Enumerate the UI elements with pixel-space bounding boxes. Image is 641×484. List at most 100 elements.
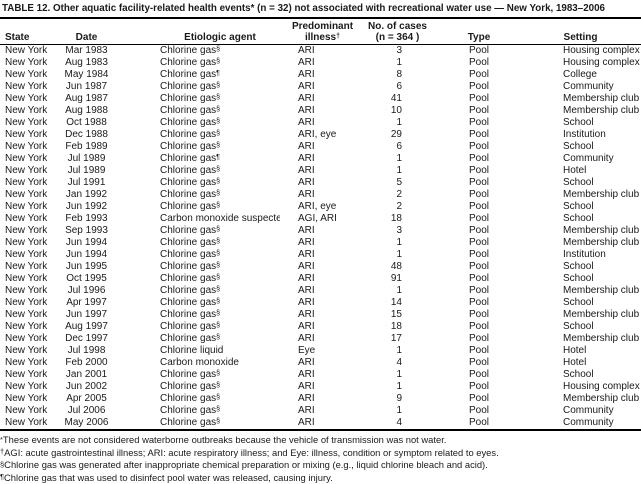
cell-setting: Community [520, 81, 641, 93]
footnote-marker: § [216, 106, 220, 113]
col-header-type: Type [430, 19, 520, 45]
cell-date: Dec 1988 [55, 129, 130, 141]
cell-cases: 14 [365, 297, 430, 309]
table-title: TABLE 12. Other aquatic facility-related… [0, 0, 641, 19]
footnote-marker: § [216, 274, 220, 281]
footnote-marker: † [0, 447, 4, 456]
cell-date: May 1984 [55, 69, 130, 81]
footnote-marker: § [216, 418, 220, 425]
col-header-state: State [0, 19, 55, 45]
cell-agent: Chlorine gas§ [130, 237, 280, 249]
cell-type: Pool [430, 105, 520, 117]
cell-date: Jun 1992 [55, 201, 130, 213]
cell-setting: Membership club [520, 393, 641, 405]
cell-agent: Chlorine gas§ [130, 381, 280, 393]
cell-setting: Housing complex [520, 57, 641, 69]
cell-illness: ARI [280, 309, 365, 321]
cell-illness: ARI [280, 225, 365, 237]
cell-cases: 41 [365, 93, 430, 105]
cell-cases: 1 [365, 237, 430, 249]
cell-cases: 3 [365, 45, 430, 58]
cell-state: New York [0, 417, 55, 430]
footnote-marker: § [216, 250, 220, 257]
cell-cases: 8 [365, 69, 430, 81]
cell-type: Pool [430, 249, 520, 261]
cell-state: New York [0, 117, 55, 129]
footnote-marker: ¶ [0, 472, 4, 481]
cell-type: Pool [430, 369, 520, 381]
cell-state: New York [0, 189, 55, 201]
cell-cases: 1 [365, 153, 430, 165]
cell-date: Apr 1997 [55, 297, 130, 309]
cell-date: Oct 1988 [55, 117, 130, 129]
cell-state: New York [0, 309, 55, 321]
cell-agent: Chlorine gas§ [130, 273, 280, 285]
cell-illness: ARI [280, 393, 365, 405]
cell-state: New York [0, 69, 55, 81]
cell-agent: Chlorine gas§ [130, 45, 280, 58]
cell-illness: ARI [280, 81, 365, 93]
footnote-marker: ¶ [216, 70, 220, 77]
cell-setting: Membership club [520, 105, 641, 117]
cell-date: Apr 2005 [55, 393, 130, 405]
cell-cases: 48 [365, 261, 430, 273]
cell-cases: 17 [365, 333, 430, 345]
col-header-cases-line2: (n = 364 ) [365, 32, 430, 43]
cell-illness: ARI [280, 177, 365, 189]
cell-illness: ARI [280, 285, 365, 297]
footnote-marker: § [216, 166, 220, 173]
cell-illness: ARI [280, 69, 365, 81]
cell-date: Sep 1993 [55, 225, 130, 237]
cell-illness: ARI [280, 273, 365, 285]
footnote-text: AGI: acute gastrointestinal illness; ARI… [4, 447, 499, 458]
cell-type: Pool [430, 261, 520, 273]
col-header-no-of-cases: No. of cases (n = 364 ) [365, 19, 430, 45]
cell-state: New York [0, 393, 55, 405]
footnote-marker: § [216, 238, 220, 245]
cell-cases: 6 [365, 141, 430, 153]
cell-state: New York [0, 237, 55, 249]
cell-type: Pool [430, 129, 520, 141]
cell-state: New York [0, 285, 55, 297]
cell-state: New York [0, 273, 55, 285]
footnote-text: Chlorine gas that was used to disinfect … [4, 472, 333, 483]
cell-type: Pool [430, 141, 520, 153]
cell-cases: 1 [365, 369, 430, 381]
cell-cases: 1 [365, 117, 430, 129]
cell-type: Pool [430, 69, 520, 81]
footnote-marker: § [216, 178, 220, 185]
footnote-marker: § [216, 406, 220, 413]
cell-agent: Chlorine gas§ [130, 189, 280, 201]
cell-agent: Chlorine gas§ [130, 369, 280, 381]
cell-cases: 4 [365, 357, 430, 369]
footnote-marker: § [216, 334, 220, 341]
cell-agent: Chlorine gas§ [130, 393, 280, 405]
cell-state: New York [0, 57, 55, 69]
cell-illness: ARI [280, 333, 365, 345]
cell-agent: Chlorine gas§ [130, 165, 280, 177]
cell-agent: Chlorine gas§ [130, 297, 280, 309]
cell-setting: School [520, 261, 641, 273]
cell-type: Pool [430, 321, 520, 333]
cell-illness: ARI [280, 189, 365, 201]
cell-date: Jun 1994 [55, 237, 130, 249]
cell-setting: School [520, 321, 641, 333]
cell-illness: ARI [280, 93, 365, 105]
cell-state: New York [0, 297, 55, 309]
cell-setting: Membership club [520, 285, 641, 297]
cell-type: Pool [430, 45, 520, 58]
cell-state: New York [0, 81, 55, 93]
footnote-marker: § [216, 298, 220, 305]
cell-date: Jul 1996 [55, 285, 130, 297]
cell-date: Jun 1994 [55, 249, 130, 261]
footnote-marker: § [216, 58, 220, 65]
